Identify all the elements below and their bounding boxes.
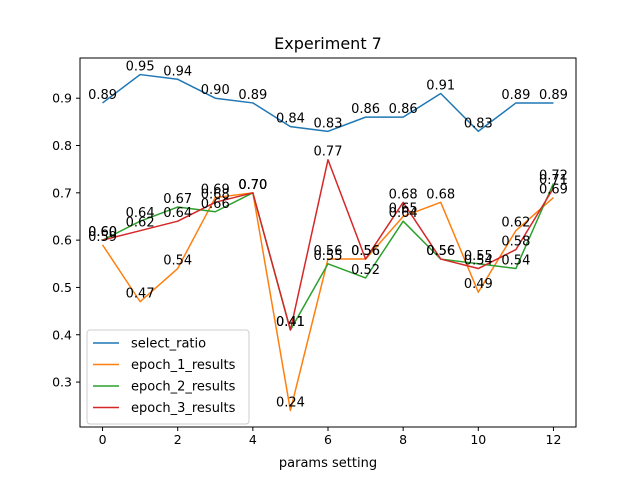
data-label-select-ratio-5: 0.84: [276, 112, 305, 127]
data-label-select-ratio-11: 0.89: [501, 88, 530, 103]
data-label-epoch-2-results-0: 0.60: [88, 225, 117, 240]
data-label-epoch-2-results-1: 0.64: [126, 206, 155, 221]
legend: select_ratio epoch_1_results epoch_2_resul…: [86, 329, 250, 425]
data-label-epoch-2-results-6: 0.55: [314, 249, 343, 264]
chart-title: Experiment 7: [274, 34, 382, 53]
data-label-select-ratio-8: 0.86: [389, 102, 418, 117]
data-label-select-ratio-2: 0.94: [163, 64, 192, 79]
y-tick-label-0.7: 0.7: [52, 185, 72, 200]
data-label-epoch-3-results-1: 0.62: [126, 216, 155, 231]
data-label-epoch-1-results-7: 0.56: [351, 244, 380, 259]
data-label-epoch-1-results-2: 0.54: [163, 254, 192, 269]
data-label-epoch-3-results-7: 0.56: [351, 244, 380, 259]
y-tick-label-0.6: 0.6: [52, 233, 72, 248]
data-label-select-ratio-9: 0.91: [426, 78, 455, 93]
data-label-epoch-3-results-12: 0.71: [539, 173, 568, 188]
data-label-epoch-2-results-3: 0.66: [201, 197, 230, 212]
data-label-epoch-3-results-8: 0.68: [389, 187, 418, 202]
data-label-epoch-2-results-9: 0.56: [426, 244, 455, 259]
series-line-select-ratio: [102, 73, 554, 133]
data-label-epoch-3-results-5: 0.41: [276, 315, 305, 330]
legend-box: [86, 329, 250, 425]
data-label-epoch-2-results-4: 0.70: [238, 178, 267, 193]
data-label-epoch-3-results-9: 0.56: [426, 244, 455, 259]
data-label-epoch-2-results-7: 0.52: [351, 263, 380, 278]
x-tick-label-4: 4: [249, 432, 257, 447]
y-tick-label-0.5: 0.5: [52, 280, 72, 295]
axes-layer: 0 2 4 6 8 10 12 0.3 0.4 0.5 0.6 0.7 0.8 0.9: [52, 91, 561, 447]
data-label-epoch-1-results-5: 0.24: [276, 395, 305, 410]
data-label-select-ratio-6: 0.83: [314, 116, 343, 131]
legend-label-epoch-2-results: epoch_2_results: [131, 380, 236, 395]
data-label-epoch-3-results-4: 0.70: [238, 178, 267, 193]
data-label-epoch-1-results-9: 0.68: [426, 187, 455, 202]
data-label-epoch-1-results-12: 0.69: [539, 183, 568, 198]
data-label-epoch-1-results-1: 0.47: [126, 287, 155, 302]
y-tick-label-0.9: 0.9: [52, 91, 72, 106]
series-line-epoch-3-results: [102, 158, 555, 331]
data-label-select-ratio-7: 0.86: [351, 102, 380, 117]
data-label-epoch-2-results-8: 0.64: [389, 206, 418, 221]
data-label-select-ratio-1: 0.95: [126, 60, 155, 75]
data-label-epoch-2-results-5: 0.41: [276, 315, 305, 330]
data-label-select-ratio-0: 0.89: [88, 88, 117, 103]
data-label-select-ratio-12: 0.89: [539, 88, 568, 103]
x-tick-label-0: 0: [99, 432, 107, 447]
x-tick-label-8: 8: [399, 432, 407, 447]
data-label-epoch-2-results-12: 0.72: [539, 168, 568, 183]
data-label-epoch-3-results-2: 0.64: [163, 206, 192, 221]
data-label-epoch-3-results-3: 0.68: [201, 187, 230, 202]
series-line-epoch-1-results: [101, 192, 554, 412]
legend-label-epoch-1-results: epoch_1_results: [131, 358, 236, 373]
x-tick-label-12: 12: [546, 432, 562, 447]
data-label-epoch-3-results-11: 0.58: [501, 235, 530, 250]
x-axis-label: params setting: [279, 456, 377, 471]
y-tick-label-0.4: 0.4: [52, 327, 72, 342]
data-label-epoch-2-results-10: 0.55: [464, 249, 493, 264]
data-label-epoch-1-results-10: 0.49: [464, 277, 493, 292]
data-label-epoch-1-results-8: 0.65: [389, 201, 418, 216]
data-label-epoch-3-results-0: 0.60: [88, 225, 117, 240]
y-tick-label-0.8: 0.8: [52, 138, 72, 153]
data-label-epoch-1-results-3: 0.69: [201, 183, 230, 198]
data-label-epoch-2-results-2: 0.67: [163, 192, 192, 207]
x-tick-label-2: 2: [174, 432, 182, 447]
data-labels-layer: 0.89 0.95 0.94 0.90 0.89 0.84 0.83 0.86 0.86 0.91…: [88, 60, 568, 411]
series-line-epoch-2-results: [102, 183, 555, 331]
y-tick-label-0.3: 0.3: [52, 375, 72, 390]
data-label-select-ratio-10: 0.83: [464, 116, 493, 131]
data-label-epoch-1-results-4: 0.70: [238, 178, 267, 193]
data-label-epoch-1-results-0: 0.59: [88, 230, 117, 245]
data-label-epoch-2-results-11: 0.54: [501, 254, 530, 269]
x-tick-label-10: 10: [470, 432, 486, 447]
legend-label-epoch-3-results: epoch_3_results: [131, 401, 236, 416]
legend-label-select-ratio: select_ratio: [131, 337, 206, 352]
data-label-select-ratio-4: 0.89: [238, 88, 267, 103]
data-label-epoch-3-results-10: 0.54: [464, 254, 493, 269]
series-layer: [101, 73, 555, 412]
data-label-epoch-1-results-6: 0.56: [314, 244, 343, 259]
data-label-epoch-3-results-6: 0.77: [314, 145, 343, 160]
x-tick-label-6: 6: [324, 432, 332, 447]
data-label-select-ratio-3: 0.90: [201, 83, 230, 98]
data-label-epoch-1-results-11: 0.62: [501, 216, 530, 231]
